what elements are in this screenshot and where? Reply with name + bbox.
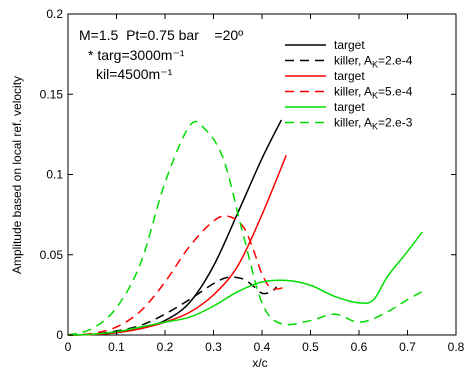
legend-label-subscript: K [372, 122, 378, 132]
series-line-4 [67, 231, 423, 336]
legend-label-text: target [334, 100, 365, 114]
legend-label-4: target [334, 100, 365, 114]
annotation-target-wavenumber: * targ=3000m⁻¹ [88, 47, 185, 63]
annotation-killer-wavenumber: kil=4500m⁻¹ [96, 66, 173, 82]
x-axis-label: x/c [252, 356, 267, 370]
legend-label-1: killer, AK=2.e-4 [334, 54, 413, 70]
legend-label-suffix: =2.e-4 [378, 54, 413, 68]
legend-label-text: target [334, 69, 365, 83]
series-line-5 [67, 120, 423, 336]
series-line-3 [67, 215, 287, 336]
y-tick-label: 0.05 [40, 248, 64, 262]
y-axis: 0 0.05 0.1 0.15 0.2 [40, 7, 456, 342]
y-tick-label: 0.2 [46, 7, 63, 21]
legend-label-5: killer, AK=2.e-3 [334, 116, 413, 132]
legend-label-3: killer, AK=5.e-4 [334, 85, 413, 101]
legend-label-subscript: K [372, 60, 378, 70]
x-axis: 0 0.1 0.2 0.3 0.4 0.5 0.6 0.7 0.8 [65, 14, 464, 354]
x-tick-label: 0.8 [448, 340, 464, 354]
legend-label-text: killer, A [334, 54, 372, 68]
legend-label-text: target [334, 38, 365, 52]
legend-label-text: killer, A [334, 85, 372, 99]
y-tick-label: 0.15 [40, 87, 64, 101]
x-tick-label: 0.4 [254, 340, 271, 354]
x-tick-label: 0.7 [399, 340, 416, 354]
x-tick-label: 0.5 [302, 340, 319, 354]
x-tick-label: 0.2 [157, 340, 174, 354]
y-tick-label: 0 [56, 328, 63, 342]
y-axis-label: Amplitude based on local ref. velocity [10, 76, 24, 274]
y-tick-label: 0.1 [46, 168, 63, 182]
legend-label-subscript: K [372, 91, 378, 101]
annotation-block: M=1.5 Pt=0.75 bar =20º * targ=3000m⁻¹ ki… [79, 27, 243, 82]
legend-label-suffix: =5.e-4 [378, 85, 413, 99]
annotation-conditions: M=1.5 Pt=0.75 bar =20º [79, 27, 243, 43]
x-tick-label: 0.3 [205, 340, 222, 354]
x-tick-label: 0.6 [351, 340, 368, 354]
legend-label-2: target [334, 69, 365, 83]
x-tick-label: 0.1 [108, 340, 125, 354]
x-tick-label: 0 [65, 340, 72, 354]
legend-label-0: target [334, 38, 365, 52]
legend-label-text: killer, A [334, 116, 372, 130]
legend-label-suffix: =2.e-3 [378, 116, 413, 130]
